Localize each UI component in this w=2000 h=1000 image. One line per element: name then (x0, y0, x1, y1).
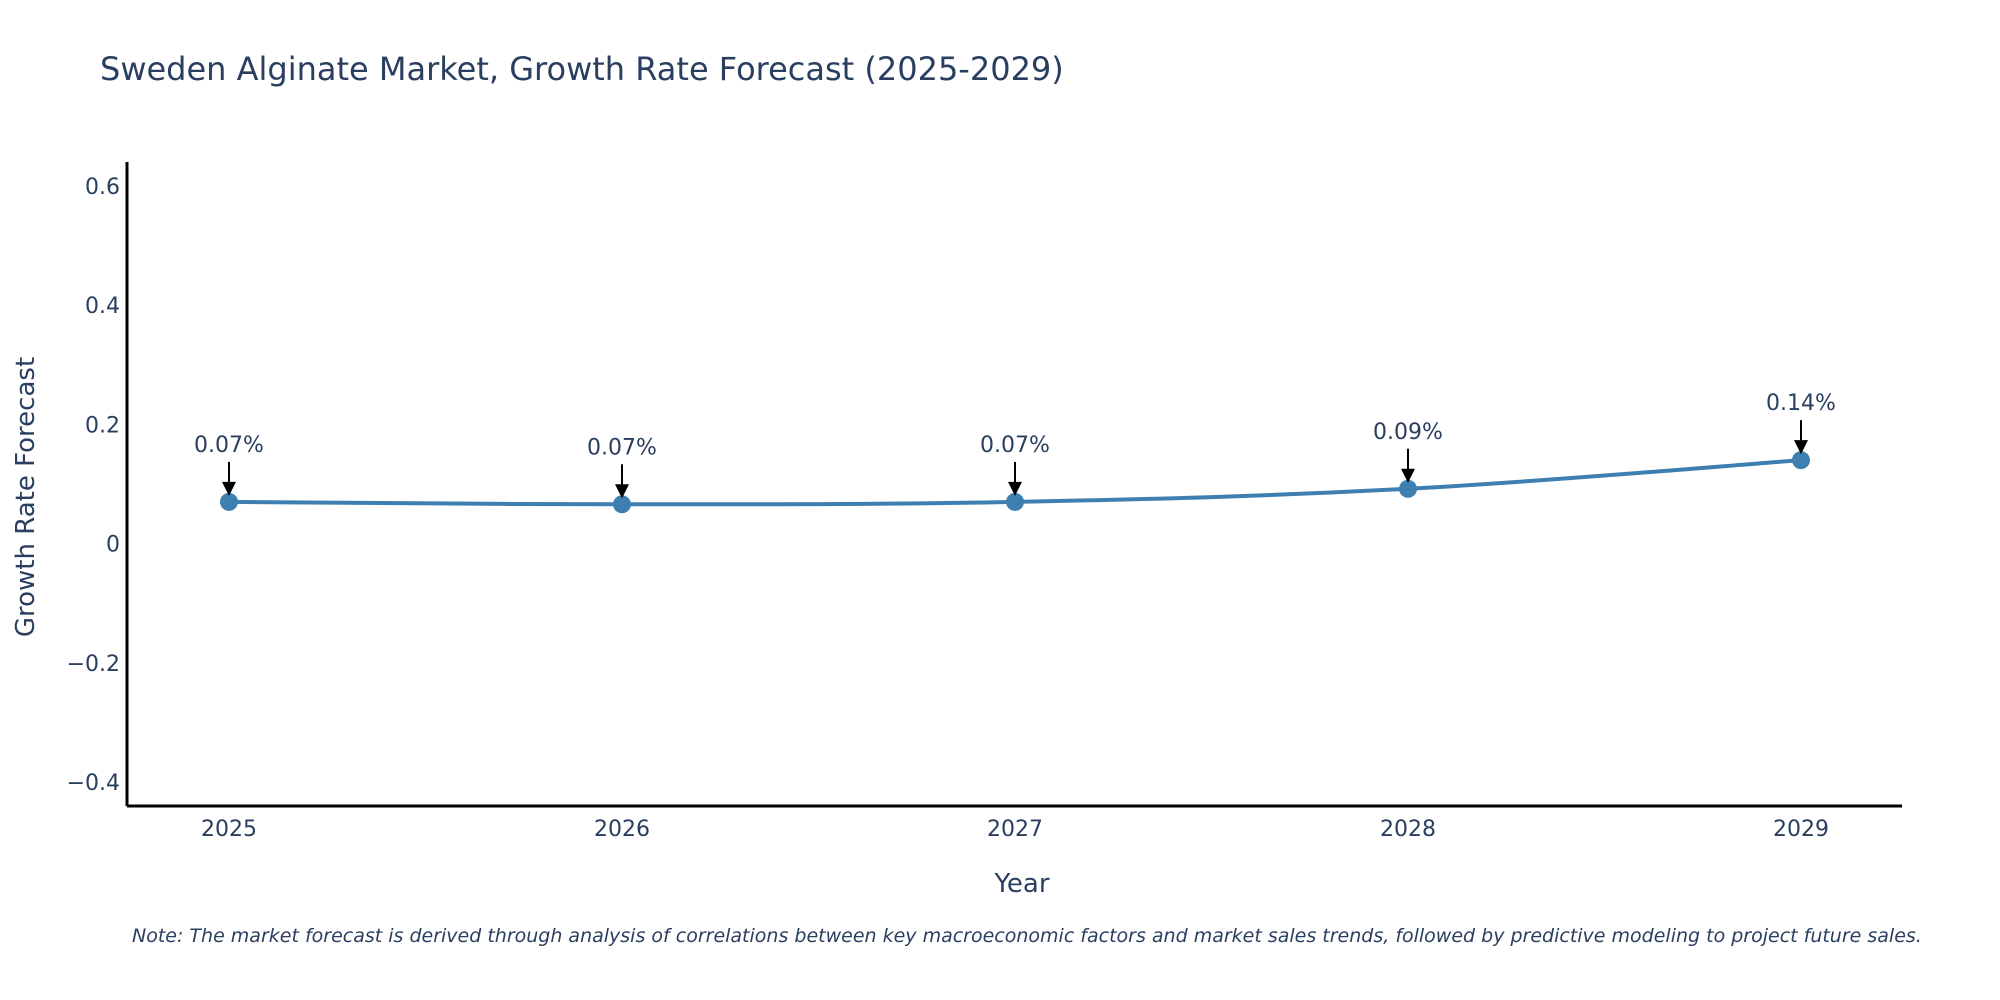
series-markers (220, 451, 1810, 514)
data-label: 0.07% (587, 435, 657, 460)
y-tick-label: 0 (106, 533, 120, 558)
x-axis-ticks: 2025 2026 2027 2028 2029 (201, 817, 1829, 842)
data-label: 0.09% (1373, 420, 1443, 445)
data-point-2026 (613, 495, 631, 514)
data-label: 0.14% (1766, 391, 1836, 416)
y-tick-label: −0.2 (67, 652, 120, 677)
y-axis-ticks: −0.4 −0.2 0 0.2 0.4 0.6 (67, 175, 120, 796)
data-label: 0.07% (194, 433, 264, 458)
data-label-annotations: 0.07% 0.07% 0.07% 0.09% 0.14% (194, 391, 1836, 499)
data-label: 0.07% (980, 433, 1050, 458)
x-tick-label: 2026 (594, 817, 650, 842)
annotation-arrow-head (1008, 481, 1022, 496)
annotation-arrow-head (222, 481, 236, 496)
y-tick-label: −0.4 (67, 771, 120, 796)
x-tick-label: 2027 (987, 817, 1043, 842)
annotation-arrow-head (1794, 440, 1808, 455)
data-point-2025 (220, 492, 238, 511)
data-point-2027 (1006, 492, 1024, 511)
data-point-2028 (1399, 479, 1417, 498)
footnote: Note: The market forecast is derived thr… (132, 925, 1922, 947)
y-tick-label: 0.4 (85, 294, 120, 319)
annotation-arrow-head (1401, 468, 1415, 483)
x-tick-label: 2025 (201, 817, 257, 842)
x-axis-title: Year (993, 869, 1049, 899)
x-tick-label: 2028 (1380, 817, 1436, 842)
y-axis-title: Growth Rate Forecast (11, 357, 41, 637)
data-point-2029 (1792, 451, 1810, 470)
y-tick-label: 0.2 (85, 413, 120, 438)
chart-title: Sweden Alginate Market, Growth Rate Fore… (100, 50, 1064, 88)
x-tick-label: 2029 (1773, 817, 1829, 842)
annotation-arrow-head (615, 484, 629, 499)
y-tick-label: 0.6 (85, 175, 120, 200)
